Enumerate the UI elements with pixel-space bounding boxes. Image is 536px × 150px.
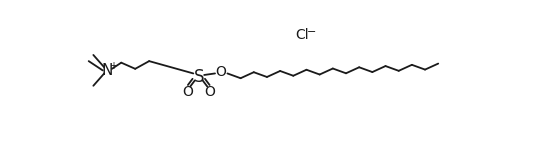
Text: S: S bbox=[193, 68, 204, 85]
Text: N: N bbox=[102, 63, 113, 78]
Text: −: − bbox=[307, 27, 317, 37]
Text: Cl: Cl bbox=[296, 28, 309, 42]
Text: +: + bbox=[109, 61, 117, 71]
Text: O: O bbox=[215, 65, 226, 79]
Text: O: O bbox=[204, 85, 215, 99]
Text: O: O bbox=[182, 85, 193, 99]
